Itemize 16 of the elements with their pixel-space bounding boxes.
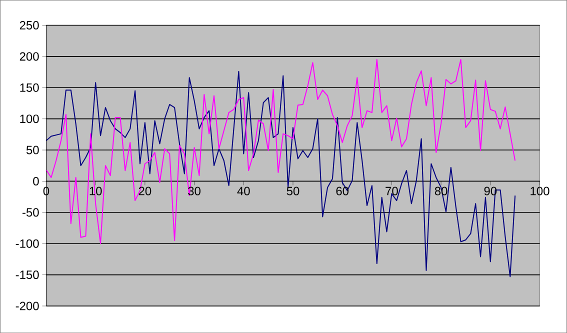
y-tick-label: 200 [20, 52, 39, 61]
y-tick-label: 100 [20, 114, 39, 123]
y-tick-label: -50 [22, 208, 39, 217]
x-tick-label: 90 [484, 186, 497, 196]
y-tick-label: 250 [20, 20, 39, 30]
x-tick-label: 50 [286, 186, 300, 196]
x-tick-label: 70 [386, 186, 398, 196]
x-tick-label: 40 [237, 186, 250, 196]
x-tick-label: 60 [336, 186, 349, 196]
y-tick-label: -100 [16, 239, 39, 248]
y-tick-label: -200 [16, 302, 39, 310]
y-tick-label: -150 [16, 270, 39, 279]
y-tick-label: 50 [26, 146, 39, 154]
x-tick-label: 100 [530, 186, 550, 196]
y-tick-label: 0 [33, 176, 39, 186]
y-tick-label: 150 [20, 83, 39, 92]
